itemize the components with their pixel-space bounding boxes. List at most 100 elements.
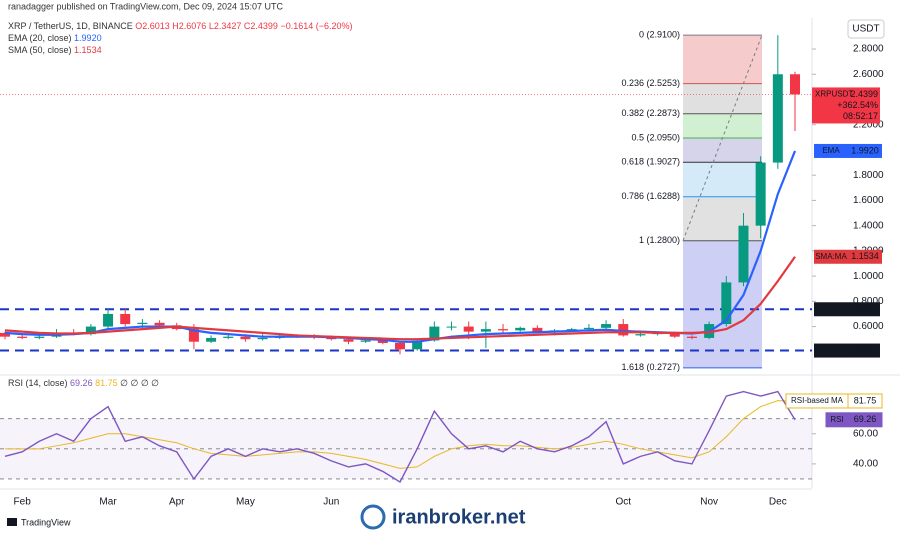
rsi-extra: ∅ ∅ ∅ ∅ [120,378,159,388]
x-tick-label: Apr [169,497,185,508]
candle-body [17,336,28,338]
ema-name: EMA (20, close) [8,33,72,43]
watermark: iranbroker.net [360,504,526,530]
countdown: 08:52:17 [843,111,878,121]
candle-body [360,340,371,342]
candle-body [480,329,491,332]
candle-body [790,74,800,95]
candle-body [137,322,148,325]
x-tick-label: Mar [99,497,117,508]
ohlc: H2.6076 [172,21,206,31]
candle-body [223,336,234,338]
candle-body [738,225,749,283]
fib-zone [683,196,762,241]
candle-body [85,326,96,335]
brand-logo [7,518,17,526]
fib-zone [683,83,762,114]
ma-tag-name: EMA [822,146,840,155]
candle-body [755,162,766,226]
y-tick-label: 2.8000 [853,44,884,55]
candle-body [34,336,45,338]
fib-zone [683,35,762,84]
price-tag-value: 2.4399 [850,89,878,99]
ohlc: O2.6013 [135,21,170,31]
fib-zone [683,137,762,163]
ema-value: 1.9920 [74,33,102,43]
ma-tag [814,143,848,158]
candle-body [566,329,577,331]
y-tick-label: 0.6000 [853,321,884,332]
rsi-tag-name: RSI-based MA [791,396,844,405]
candle-body [377,340,388,343]
sma-legend: SMA (50, close) 1.1534 [8,45,102,55]
ma-tag-name: SMA:MA [815,252,847,261]
x-tick-label: Nov [700,497,718,508]
watermark-text: iranbroker.net [392,506,526,528]
y-tick-label: 1.8000 [853,170,884,181]
ema-legend: EMA (20, close) 1.9920 [8,33,102,43]
candle-body [188,329,199,342]
ma-value-box [848,249,882,264]
candle-body [0,332,10,337]
rsi-ma-value: 81.75 [95,378,118,388]
candle-body [240,336,251,340]
candle-body [120,313,131,325]
candle-body [583,327,594,330]
fib-label: 1.618 (0.2727) [621,362,680,372]
ohlc: −0.1614 (−6.20%) [280,21,352,31]
candle-body [669,332,680,337]
rsi-line [5,400,796,469]
x-tick-label: Feb [14,497,32,508]
price-tag-name: XRPUSDT [815,90,853,99]
y-tick-label: 0.8000 [853,296,884,307]
candle-body [601,324,612,328]
sma-value: 1.1534 [74,45,102,55]
rsi-tag-value: 81.75 [854,395,877,405]
symbol-legend: XRP / TetherUS, 1D, BINANCE O2.6013 H2.6… [8,21,353,31]
sma-name: SMA (50, close) [8,45,72,55]
fib-label: 0 (2.9100) [639,30,680,40]
fib-label: 0.236 (2.5253) [621,78,680,88]
candle-body [686,336,697,338]
ma-tag-value: 1.1534 [851,251,879,261]
candle-body [498,329,509,331]
candle-body [772,74,783,163]
candle-body [721,282,732,325]
price-change: +362.54% [837,100,878,110]
fib-label: 0.382 (2.2873) [621,108,680,118]
x-tick-label: May [236,497,255,508]
ma-tag [814,249,848,264]
candle-body [395,342,405,350]
candle-body [532,327,543,332]
rsi-value-box [847,393,883,409]
rsi-legend: RSI (14, close) 69.26 81.75 ∅ ∅ ∅ ∅ [8,378,159,388]
watermark-logo [360,504,386,530]
brand-name: TradingView [21,517,71,527]
currency-box[interactable] [847,19,885,39]
y-tick-label: 1.0000 [853,271,884,282]
level-tag [814,302,880,317]
candle-body [446,326,457,328]
currency[interactable]: USDT [852,24,879,35]
candle-body [429,326,440,341]
x-tick-label: Dec [769,497,787,508]
candle-body [463,326,474,332]
y-tick-label: 40.00 [853,459,878,470]
fib-label: 0.5 (2.0950) [631,132,680,142]
rsi-tag-value: 69.26 [854,414,877,424]
fib-zone [683,162,762,197]
fib-label: 1 (1.2800) [639,235,680,245]
rsi-value-box [847,412,883,428]
candle-body [635,334,646,336]
candle-body [343,339,354,342]
fib-trend [682,34,763,241]
symbol: XRP / TetherUS, 1D, BINANCE [8,21,133,31]
ma-tag-value: 1.9920 [851,145,879,155]
rsi-name: RSI (14, close) [8,378,68,388]
y-tick-label: 2.6000 [853,69,884,80]
candle-body [257,337,268,340]
x-tick-label: Jun [323,497,339,508]
x-tick-label: Oct [615,497,631,508]
fib-label: 0.618 (1.9027) [621,157,680,167]
y-tick-label: 1.6000 [853,195,884,206]
